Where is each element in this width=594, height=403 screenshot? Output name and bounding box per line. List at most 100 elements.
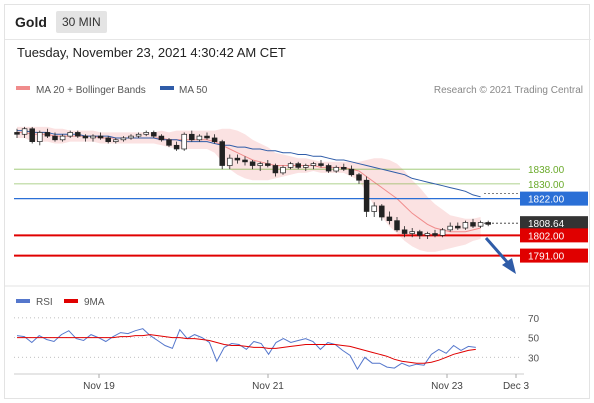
pivot-label: 1822.00 bbox=[528, 195, 565, 206]
candle bbox=[21, 126, 28, 138]
candle-body bbox=[363, 179, 370, 212]
candle-body bbox=[75, 132, 81, 137]
rsi-legend-label: RSI bbox=[36, 297, 53, 308]
x-tick-label-0: Nov 19 bbox=[83, 381, 115, 392]
forecast-arrow-head bbox=[502, 258, 516, 274]
candle-body bbox=[310, 163, 317, 166]
instrument-title: Gold bbox=[15, 14, 47, 30]
candle bbox=[272, 163, 279, 177]
candle-body bbox=[204, 135, 210, 139]
candle bbox=[432, 229, 438, 238]
candle bbox=[166, 137, 172, 148]
candle bbox=[211, 134, 218, 144]
candle bbox=[280, 165, 286, 175]
candle-body bbox=[401, 229, 408, 234]
rsi-layer: 70 50 30 bbox=[14, 314, 540, 371]
candle-body bbox=[432, 233, 438, 236]
candle-body bbox=[219, 141, 225, 166]
x-tick-label-3: Dec 3 bbox=[503, 381, 530, 392]
candle bbox=[477, 220, 484, 229]
candle bbox=[455, 222, 461, 230]
candle-body bbox=[52, 135, 58, 141]
support-label-4: 1802.00 bbox=[528, 231, 565, 242]
axis-layer: Nov 19 Nov 21 Nov 23 Dec 3 bbox=[83, 374, 529, 392]
candle-body bbox=[59, 135, 66, 141]
candle-body bbox=[143, 132, 149, 135]
candle bbox=[371, 202, 377, 217]
candle bbox=[310, 161, 317, 170]
candle-body bbox=[97, 135, 104, 139]
candle bbox=[287, 161, 294, 170]
candle-body bbox=[90, 135, 96, 139]
candle bbox=[113, 137, 119, 144]
support-tag-4 bbox=[520, 228, 588, 243]
resistance-label-0: 1838.00 bbox=[528, 165, 565, 176]
candle-body bbox=[280, 167, 286, 174]
candle bbox=[348, 165, 355, 177]
credit-text: Research © 2021 Trading Central bbox=[434, 85, 583, 96]
candle-body bbox=[234, 157, 241, 161]
candle-body bbox=[333, 167, 339, 172]
last-price-tag bbox=[520, 216, 588, 231]
candle bbox=[447, 222, 453, 232]
candle-body bbox=[120, 137, 127, 141]
candle-body bbox=[318, 163, 324, 166]
candle bbox=[249, 160, 256, 170]
candle bbox=[37, 130, 43, 146]
candle bbox=[265, 160, 271, 168]
rsi-tick-1: 50 bbox=[528, 334, 540, 345]
candle bbox=[44, 128, 51, 138]
chart-timestamp: Tuesday, November 23, 2021 4:30:42 AM CE… bbox=[17, 45, 286, 60]
candle-body bbox=[424, 233, 431, 236]
candle-body bbox=[227, 157, 233, 166]
candle-body bbox=[272, 165, 279, 174]
candle bbox=[356, 172, 362, 184]
candle bbox=[242, 156, 248, 166]
candle-body bbox=[181, 133, 187, 150]
candle-body bbox=[356, 174, 362, 181]
candle bbox=[14, 128, 20, 138]
candle bbox=[485, 220, 491, 227]
candle-body bbox=[14, 132, 20, 135]
candle bbox=[394, 216, 400, 232]
candle bbox=[318, 160, 324, 168]
candle-body bbox=[249, 161, 256, 166]
candle bbox=[303, 163, 309, 172]
candle bbox=[97, 132, 104, 140]
candle bbox=[325, 163, 332, 173]
last-price-label: 1808.64 bbox=[528, 219, 565, 230]
chart-header: Gold 30 MIN bbox=[5, 5, 591, 40]
candle bbox=[462, 220, 469, 230]
candle-body bbox=[29, 128, 35, 142]
candle-body bbox=[447, 225, 453, 231]
candle bbox=[151, 130, 157, 138]
candle bbox=[470, 218, 476, 229]
candle-body bbox=[242, 159, 248, 163]
candle bbox=[67, 130, 73, 138]
candle bbox=[409, 228, 415, 238]
candle-body bbox=[287, 163, 294, 168]
candle-body bbox=[44, 132, 51, 137]
candle bbox=[143, 130, 149, 137]
candle-body bbox=[386, 216, 393, 222]
candle-body bbox=[196, 135, 203, 141]
support-label-5: 1791.00 bbox=[528, 252, 565, 263]
candle-body bbox=[166, 139, 172, 146]
pivot-tag bbox=[520, 191, 588, 206]
candle bbox=[363, 176, 370, 217]
support-tag-5 bbox=[520, 248, 588, 263]
candle-body bbox=[128, 135, 134, 139]
ma50-legend-swatch bbox=[160, 86, 174, 90]
candle bbox=[75, 130, 81, 138]
interval-badge[interactable]: 30 MIN bbox=[56, 11, 107, 33]
x-tick-label-2: Nov 23 bbox=[431, 381, 463, 392]
candle bbox=[105, 136, 111, 144]
candle bbox=[379, 204, 385, 221]
rsi-tick-0: 70 bbox=[528, 314, 540, 325]
candle-body bbox=[67, 132, 73, 137]
candle bbox=[90, 134, 96, 142]
resistance-label-1: 1830.00 bbox=[528, 180, 565, 191]
candle-body bbox=[135, 133, 142, 137]
